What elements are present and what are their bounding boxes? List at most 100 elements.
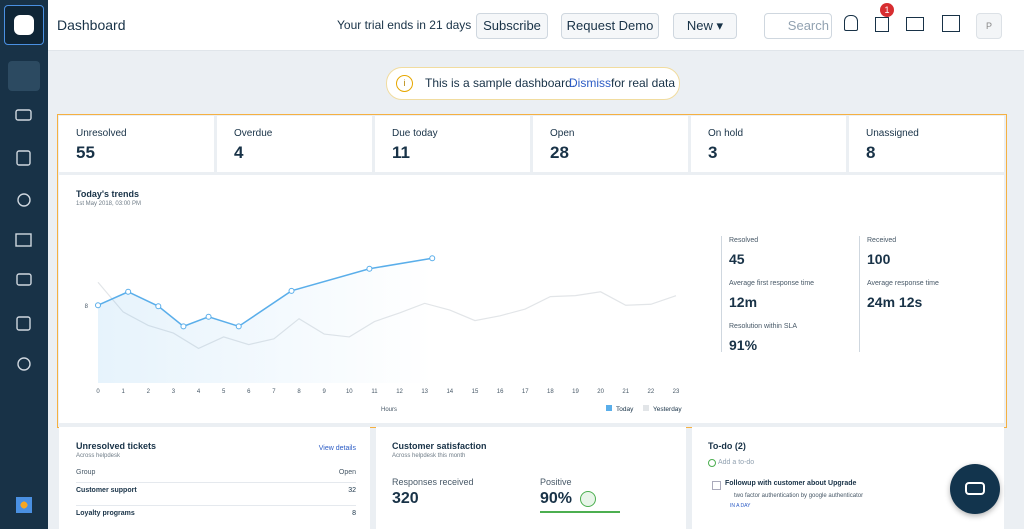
- x-tick-label: 8: [297, 389, 301, 395]
- positive-value: 90%: [540, 490, 573, 507]
- badge: 1: [880, 3, 894, 17]
- gift-icon[interactable]: [875, 17, 889, 32]
- point: [180, 323, 187, 330]
- todo-item-title: Followup with customer about Upgrade: [725, 480, 857, 487]
- topbar: Dashboard Your trial ends in 21 days Sub…: [48, 0, 1024, 51]
- nav-solutions[interactable]: [15, 233, 32, 247]
- row-group: Loyalty programs: [76, 510, 135, 517]
- responses-label: Responses received: [392, 477, 474, 487]
- point: [205, 313, 212, 320]
- stat-value: 8: [866, 143, 876, 162]
- x-tick-label: 11: [371, 389, 378, 395]
- view-details[interactable]: View details: [318, 445, 356, 452]
- unresolved-title: Unresolved tickets: [76, 441, 157, 451]
- x-tick-label: 7: [272, 389, 276, 395]
- todo-item-detail: two factor authentication by google auth…: [734, 493, 864, 499]
- nav-settings[interactable]: [17, 357, 31, 371]
- stat-value: 4: [234, 143, 244, 162]
- search-box[interactable]: Search: [764, 13, 832, 39]
- todo-title: To-do (2): [708, 441, 746, 451]
- stat-value: 55: [76, 143, 95, 162]
- nav-icons: [15, 109, 32, 371]
- chat-widget[interactable]: [950, 464, 1000, 514]
- y-tick-label: 8: [85, 304, 89, 310]
- store-icon[interactable]: [942, 15, 960, 32]
- satisfaction-title: Customer satisfaction: [392, 441, 487, 451]
- row-open: 32: [348, 487, 356, 494]
- avatar[interactable]: P: [976, 13, 1002, 39]
- stat-label: On hold: [708, 128, 744, 139]
- trial-text: Your trial ends in 21 days: [337, 18, 472, 32]
- x-tick-label: 22: [648, 389, 655, 395]
- stat-card: On hold 3: [691, 116, 846, 172]
- satisfaction-subtitle: Across helpdesk this month: [392, 453, 466, 459]
- legend-label: Today: [616, 406, 634, 413]
- stat-value: 3: [708, 143, 718, 162]
- stat-card: Unresolved 55: [59, 116, 214, 172]
- todo-checkbox[interactable]: [712, 481, 721, 490]
- point: [288, 287, 295, 294]
- x-tick-label: 10: [346, 389, 353, 395]
- point: [366, 265, 373, 272]
- x-tick-label: 13: [421, 389, 428, 395]
- x-tick-label: 21: [622, 389, 629, 395]
- nav-forums[interactable]: [16, 273, 32, 286]
- x-tick-label: 5: [222, 389, 226, 395]
- sidebar: [0, 0, 48, 529]
- col-open: Open: [338, 469, 356, 476]
- x-tick-label: 4: [197, 389, 201, 395]
- stat-value: 11: [392, 143, 410, 162]
- tickets-icon[interactable]: [906, 17, 924, 31]
- add-todo[interactable]: Add a to-do: [718, 459, 755, 466]
- stat-value: 28: [550, 143, 569, 162]
- x-tick-label: 15: [472, 389, 479, 395]
- notifications[interactable]: [844, 15, 858, 31]
- metric-value: 45: [729, 251, 745, 267]
- metric-label: Resolved: [729, 237, 759, 244]
- nav-social[interactable]: [17, 193, 31, 207]
- nav-dashboard[interactable]: [8, 61, 40, 91]
- apps[interactable]: [16, 497, 32, 513]
- x-tick-label: 16: [497, 389, 504, 395]
- x-tick-label: 2: [147, 389, 151, 395]
- positive-label: Positive: [540, 477, 572, 487]
- unresolved-card: Unresolved tickets Across helpdesk View …: [59, 427, 370, 529]
- subscribe-button[interactable]: Subscribe: [476, 13, 548, 39]
- dismiss-link[interactable]: Dismiss: [569, 76, 611, 90]
- responses-value: 320: [392, 490, 419, 507]
- row-line: [76, 482, 356, 483]
- metric-label: Average response time: [867, 280, 939, 287]
- x-tick-label: 17: [522, 389, 529, 395]
- x-tick-label: 6: [247, 389, 251, 395]
- logo[interactable]: [4, 5, 44, 45]
- trends-subtitle: 1st May 2018, 03:00 PM: [76, 201, 142, 207]
- row-open: 8: [352, 510, 356, 517]
- point: [235, 323, 242, 330]
- point: [155, 303, 162, 310]
- x-tick-label: 0: [96, 389, 100, 395]
- point: [125, 288, 132, 295]
- legend-swatch: [643, 405, 649, 411]
- row-line: [76, 505, 356, 506]
- nav-contacts[interactable]: [16, 150, 31, 166]
- legend-swatch: [606, 405, 612, 411]
- x-tick-label: 9: [323, 389, 327, 395]
- nav-reports[interactable]: [16, 316, 31, 331]
- nav-tickets[interactable]: [15, 109, 32, 121]
- new-button[interactable]: New ▾: [673, 13, 737, 39]
- x-tick-label: 19: [572, 389, 579, 395]
- unresolved-subtitle: Across helpdesk: [76, 453, 121, 459]
- banner-text: This is a sample dashboard.: [425, 76, 576, 90]
- row-group: Customer support: [76, 487, 137, 494]
- request-demo-button[interactable]: Request Demo: [561, 13, 659, 39]
- stat-card: Overdue 4: [217, 116, 372, 172]
- metric-value: 12m: [729, 294, 758, 310]
- stat-label: Unresolved: [76, 128, 127, 139]
- metric-label: Received: [867, 237, 897, 244]
- stat-label: Overdue: [234, 128, 273, 139]
- metric-value: 91%: [729, 337, 758, 353]
- stat-card: Unassigned 8: [849, 116, 1004, 172]
- stat-label: Due today: [392, 128, 438, 139]
